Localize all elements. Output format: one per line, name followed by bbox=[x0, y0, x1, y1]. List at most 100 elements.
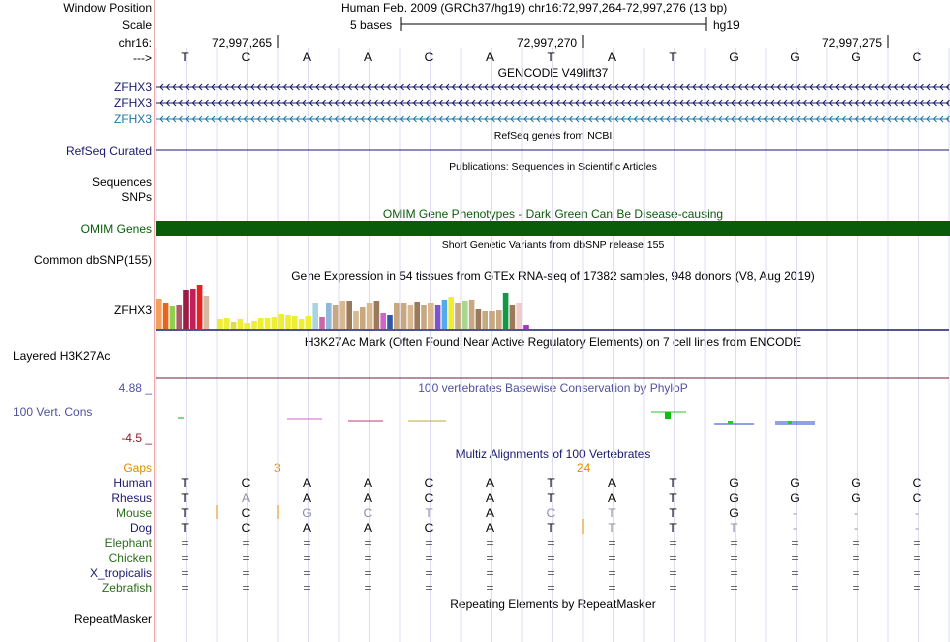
gtex-bar-2[interactable] bbox=[162, 303, 169, 329]
aligned-base: A bbox=[364, 521, 372, 535]
gtex-bar-18[interactable] bbox=[271, 317, 278, 329]
species-label-elephant[interactable]: Elephant bbox=[104, 536, 152, 550]
gtex-bar-25[interactable] bbox=[319, 317, 325, 329]
gtex-bar-42[interactable] bbox=[434, 305, 441, 329]
species-label-chicken[interactable]: Chicken bbox=[108, 551, 152, 565]
gtex-bar-19[interactable] bbox=[278, 314, 284, 329]
gene-label-zfhx3-3[interactable]: ZFHX3 bbox=[113, 112, 152, 126]
vert-cons-label[interactable]: 100 Vert. Cons bbox=[13, 405, 93, 419]
gtex-bar-4[interactable] bbox=[176, 305, 182, 329]
species-label-dog[interactable]: Dog bbox=[129, 521, 152, 535]
gtex-bar-29[interactable] bbox=[346, 301, 352, 329]
gtex-bar-51[interactable] bbox=[496, 310, 502, 329]
gtex-bar-36[interactable] bbox=[394, 303, 400, 329]
phylop-signal[interactable] bbox=[178, 411, 815, 425]
omim-genes-label[interactable]: OMIM Genes bbox=[80, 222, 152, 236]
species-label-x_tropicalis[interactable]: X_tropicalis bbox=[89, 566, 152, 580]
gtex-bar-12[interactable] bbox=[230, 322, 237, 329]
gtex-bar-13[interactable] bbox=[237, 319, 244, 329]
gene-zfhx3-2[interactable] bbox=[156, 99, 950, 107]
h3k27ac-label[interactable]: Layered H3K27Ac bbox=[13, 349, 111, 363]
gtex-bar-21[interactable] bbox=[292, 316, 298, 329]
gtex-bar-16[interactable] bbox=[258, 318, 264, 329]
gtex-bar-32[interactable] bbox=[366, 303, 373, 329]
alignment-row-chicken[interactable]: = = = = = = = = = = = = = bbox=[181, 551, 920, 565]
gtex-bar-54[interactable] bbox=[516, 303, 522, 329]
gtex-bar-40[interactable] bbox=[421, 305, 427, 329]
gene-label-zfhx3-2[interactable]: ZFHX3 bbox=[113, 96, 152, 110]
snps-label[interactable]: SNPs bbox=[121, 190, 152, 204]
gtex-bar-39[interactable] bbox=[414, 302, 420, 329]
gtex-bar-55[interactable] bbox=[523, 325, 529, 329]
base-3: A bbox=[303, 50, 311, 64]
gtex-bar-46[interactable] bbox=[462, 301, 468, 329]
gtex-bar-44[interactable] bbox=[448, 297, 454, 329]
gencode-genes[interactable] bbox=[156, 83, 950, 123]
gtex-bar-28[interactable] bbox=[339, 301, 346, 329]
multiz-alignments[interactable]: T C A A C A T A T G G G CT A A A C A T A T G G G CT C G C T A C T T G - - -T… bbox=[181, 476, 921, 595]
gtex-bar-31[interactable] bbox=[360, 307, 366, 329]
species-label-mouse[interactable]: Mouse bbox=[115, 506, 152, 520]
gtex-bar-6[interactable] bbox=[190, 289, 196, 329]
gene-zfhx3-3[interactable] bbox=[156, 115, 950, 123]
gtex-bar-50[interactable] bbox=[489, 311, 495, 329]
gene-label-zfhx3-1[interactable]: ZFHX3 bbox=[113, 80, 152, 94]
gtex-bar-41[interactable] bbox=[428, 303, 434, 329]
gtex-bar-3[interactable] bbox=[169, 306, 176, 329]
alignment-row-zebrafish[interactable]: = = = = = = = = = = = = = bbox=[181, 581, 920, 595]
refseq-curated-label[interactable]: RefSeq Curated bbox=[65, 144, 152, 158]
alignment-row-x_tropicalis[interactable]: = = = = = = = = = = = = = bbox=[181, 566, 920, 580]
gtex-bar-37[interactable] bbox=[400, 303, 407, 329]
aligned-base: = bbox=[608, 581, 615, 595]
gtex-bar-10[interactable] bbox=[217, 319, 223, 329]
gtex-bar-8[interactable] bbox=[203, 296, 210, 329]
gtex-bar-27[interactable] bbox=[332, 305, 339, 329]
gtex-bar-20[interactable] bbox=[285, 315, 291, 329]
gtex-bar-1[interactable] bbox=[156, 299, 162, 329]
aligned-base: = bbox=[303, 536, 310, 550]
species-label-human[interactable]: Human bbox=[113, 476, 152, 490]
gtex-gene-label[interactable]: ZFHX3 bbox=[113, 303, 152, 317]
aligned-base: = bbox=[913, 566, 920, 580]
gtex-bar-48[interactable] bbox=[475, 309, 482, 329]
gtex-bars[interactable] bbox=[156, 285, 529, 329]
gtex-bar-38[interactable] bbox=[407, 305, 414, 329]
gtex-bar-17[interactable] bbox=[264, 318, 271, 329]
gtex-bar-34[interactable] bbox=[380, 313, 386, 329]
gtex-bar-14[interactable] bbox=[244, 323, 250, 329]
gene-zfhx3-1[interactable] bbox=[156, 83, 950, 91]
aligned-base: = bbox=[669, 536, 676, 550]
species-label-rhesus[interactable]: Rhesus bbox=[111, 491, 152, 505]
gtex-bar-26[interactable] bbox=[326, 303, 332, 329]
gtex-bar-53[interactable] bbox=[509, 305, 516, 329]
repeatmasker-label[interactable]: RepeatMasker bbox=[73, 612, 152, 626]
gtex-bar-22[interactable] bbox=[298, 319, 305, 329]
omim-gene-bar[interactable] bbox=[156, 221, 950, 236]
gtex-bar-33[interactable] bbox=[373, 301, 380, 329]
aligned-base: A bbox=[486, 506, 494, 520]
gtex-bar-5[interactable] bbox=[183, 290, 189, 329]
gtex-bar-7[interactable] bbox=[196, 285, 203, 329]
gtex-bar-52[interactable] bbox=[502, 293, 509, 329]
gtex-bar-49[interactable] bbox=[482, 311, 488, 329]
gtex-bar-45[interactable] bbox=[455, 303, 461, 329]
sequences-label[interactable]: Sequences bbox=[91, 175, 152, 189]
gtex-bar-35[interactable] bbox=[387, 315, 393, 329]
gtex-bar-43[interactable] bbox=[441, 300, 448, 329]
common-dbsnp-label[interactable]: Common dbSNP(155) bbox=[33, 253, 152, 267]
gtex-bar-15[interactable] bbox=[251, 321, 257, 329]
gtex-bar-23[interactable] bbox=[305, 316, 312, 329]
aligned-base: C bbox=[425, 491, 434, 505]
gtex-bar-24[interactable] bbox=[312, 303, 318, 329]
aligned-base: = bbox=[669, 581, 676, 595]
alignment-row-elephant[interactable]: = = = = = = = = = = = = = bbox=[181, 536, 920, 550]
gtex-bar-47[interactable] bbox=[468, 300, 475, 329]
gtex-bar-11[interactable] bbox=[224, 318, 230, 329]
gtex-bar-30[interactable] bbox=[353, 311, 359, 329]
species-label-zebrafish[interactable]: Zebrafish bbox=[101, 581, 152, 595]
